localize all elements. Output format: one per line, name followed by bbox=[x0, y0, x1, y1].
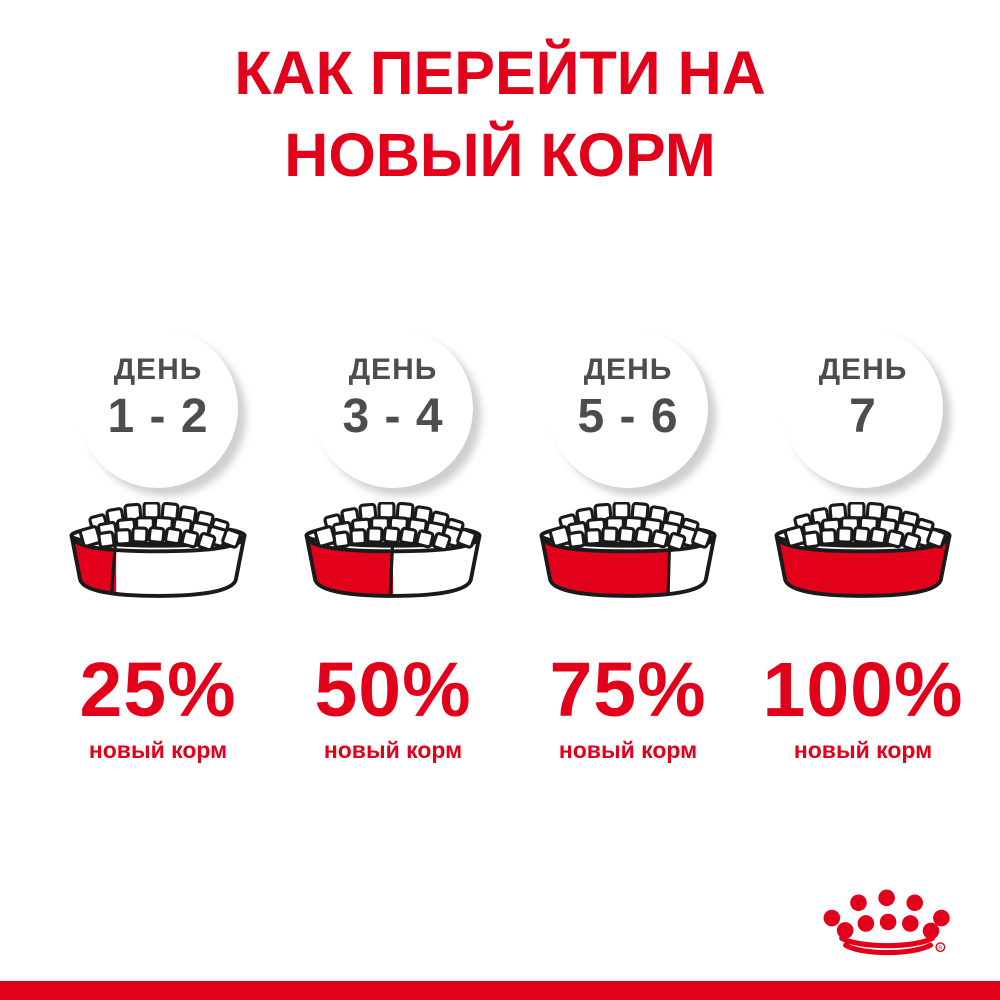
svg-text:R: R bbox=[938, 945, 942, 951]
